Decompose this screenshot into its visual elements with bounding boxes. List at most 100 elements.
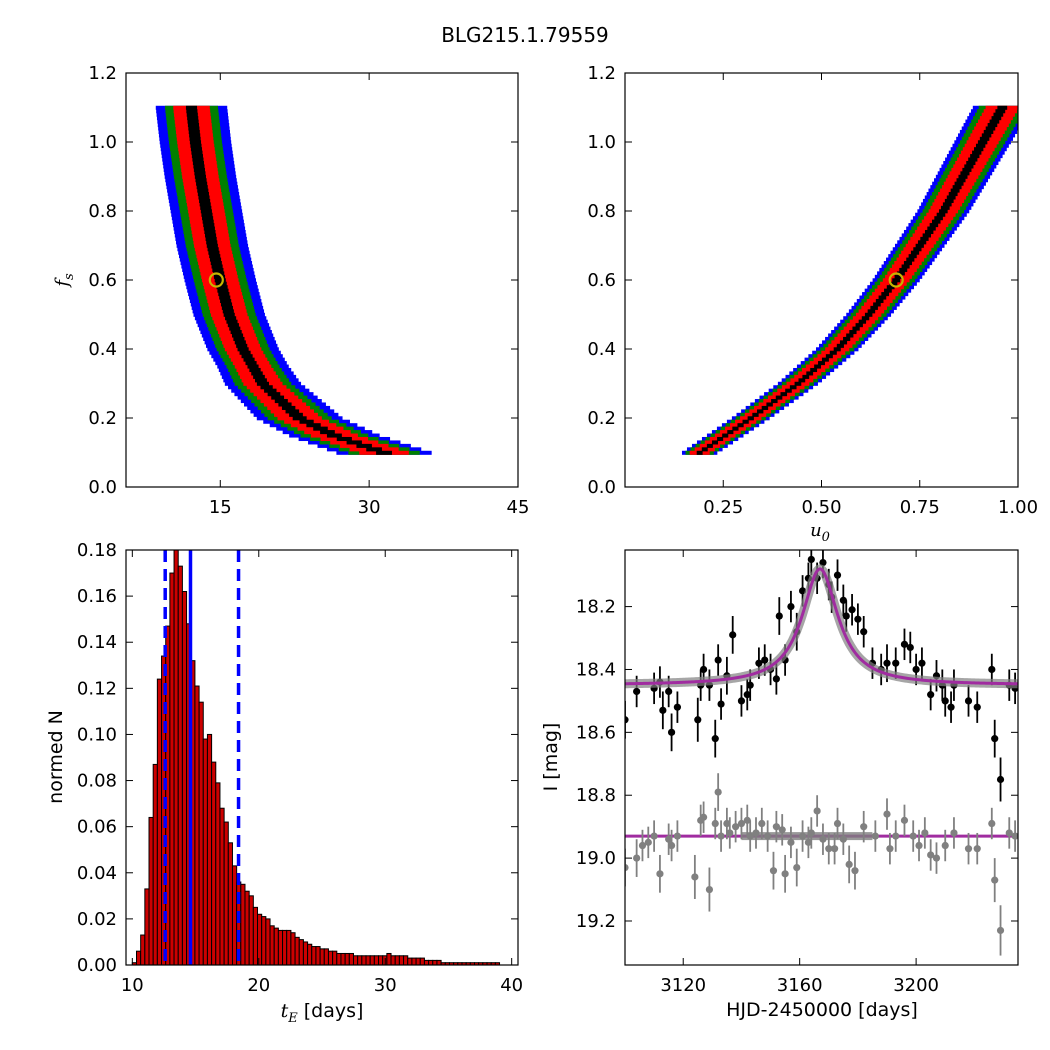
contour-black-cell bbox=[894, 274, 903, 279]
y-tick-label: 19.0 bbox=[576, 848, 616, 869]
contour-black-cell bbox=[191, 150, 203, 155]
contour-black-cell bbox=[211, 264, 223, 269]
contour-black-cell bbox=[818, 361, 825, 366]
contour-black-cell bbox=[193, 164, 205, 169]
contour-black-cell bbox=[913, 247, 922, 252]
contour-black-cell bbox=[858, 319, 867, 324]
contour-black-cell bbox=[192, 157, 204, 162]
photometry-point bbox=[842, 612, 850, 620]
histogram-bar bbox=[432, 959, 438, 965]
contour-black-cell bbox=[958, 174, 968, 179]
contour-black-cell bbox=[197, 188, 209, 193]
photometry-point bbox=[761, 656, 769, 664]
histogram-bar bbox=[135, 950, 142, 965]
contour-black-cell bbox=[742, 419, 749, 424]
histogram-bar bbox=[323, 948, 329, 965]
histogram-bar bbox=[286, 929, 292, 965]
y-tick-label: 0.8 bbox=[88, 201, 117, 222]
photometry-point bbox=[807, 555, 815, 564]
contour-black-cell bbox=[985, 126, 996, 131]
photometry-point bbox=[819, 558, 827, 567]
y-tick-label: 1.2 bbox=[587, 63, 616, 84]
histogram-bar bbox=[177, 565, 183, 965]
contour-black-cell bbox=[204, 233, 217, 238]
contour-black-cell bbox=[285, 409, 300, 414]
residual-point bbox=[667, 841, 676, 850]
contour-black-cell bbox=[306, 423, 321, 428]
axes-ticks: 15 30 45 0.0 0.2 0.4 0.6 0.8 1.0 1.2 bbox=[88, 63, 529, 518]
residual-point bbox=[1011, 832, 1018, 840]
histogram-bar bbox=[257, 913, 263, 965]
residual-point bbox=[691, 873, 699, 881]
histogram-bar bbox=[373, 955, 380, 965]
x-tick-label: 20 bbox=[247, 975, 270, 996]
contour-black-cell bbox=[210, 261, 222, 266]
y-tick-label: 1.2 bbox=[88, 63, 117, 84]
photometry-point bbox=[964, 697, 973, 705]
histogram-bar bbox=[261, 916, 267, 965]
photometry-point bbox=[775, 612, 783, 620]
residual-point bbox=[638, 841, 647, 850]
photometry-point bbox=[941, 697, 949, 705]
histogram-bar bbox=[290, 932, 296, 965]
contour-black-cell bbox=[214, 278, 226, 283]
residual-point bbox=[825, 845, 833, 853]
contour-black-cell bbox=[225, 316, 237, 321]
photometry-point bbox=[737, 697, 746, 705]
contour-black-cell bbox=[711, 440, 719, 445]
y-tick-label: 0.02 bbox=[77, 909, 117, 930]
histogram-bar bbox=[365, 955, 371, 965]
residual-point bbox=[625, 863, 629, 872]
contour-black-cell bbox=[974, 147, 984, 152]
contour-black-cell bbox=[821, 357, 829, 362]
panel-tE-histogram: 10 20 30 40 0.00 0.02 0.04 0.06 0.08 0.10 0.12 0.14… bbox=[45, 540, 523, 1026]
contour-black-cell bbox=[917, 240, 927, 245]
photometry-point bbox=[659, 706, 667, 714]
photometry-point bbox=[988, 665, 996, 674]
photometry-point bbox=[900, 640, 909, 648]
histogram-bar bbox=[273, 927, 279, 965]
residual-point bbox=[711, 819, 719, 828]
residual-point bbox=[650, 832, 658, 840]
histogram-bar bbox=[248, 895, 254, 965]
contour-black-cell bbox=[196, 185, 208, 190]
y-tick-label: 0.4 bbox=[88, 339, 117, 360]
x-tick-label: 40 bbox=[500, 975, 523, 996]
y-axis-label: normed N bbox=[45, 710, 67, 804]
photometry-point bbox=[906, 643, 914, 652]
histogram-bar bbox=[403, 955, 409, 965]
contour-black-cell bbox=[843, 336, 851, 341]
plot-frame bbox=[125, 549, 519, 966]
contour-black-cell bbox=[206, 243, 218, 248]
contour-black-cell bbox=[197, 192, 209, 197]
histogram-bar bbox=[340, 952, 346, 965]
contour-black-cell bbox=[939, 209, 948, 214]
histogram-bar bbox=[211, 761, 217, 965]
contour-black-cell bbox=[775, 395, 783, 400]
histogram-bar bbox=[269, 925, 275, 965]
residual-point bbox=[714, 788, 722, 796]
best-fit-marker bbox=[208, 272, 224, 288]
contour-black-cell bbox=[346, 440, 362, 445]
contour-black-cell bbox=[199, 198, 211, 203]
contour-black-cell bbox=[251, 371, 263, 376]
y-tick-label: 0.4 bbox=[587, 339, 616, 360]
contour-black-cell bbox=[186, 109, 198, 114]
photometry-point bbox=[947, 703, 955, 711]
contour-black-cell bbox=[216, 285, 228, 290]
histogram-bar bbox=[277, 929, 284, 965]
photometry-point bbox=[700, 665, 708, 674]
contour-black-cell bbox=[727, 430, 734, 435]
contour-black-cell bbox=[205, 236, 217, 241]
residual-point bbox=[851, 867, 859, 875]
contour-black-cell bbox=[825, 354, 833, 359]
contour-black-cell bbox=[747, 416, 754, 421]
contour-black-cell bbox=[326, 433, 342, 438]
contour-black-cell bbox=[289, 412, 303, 417]
y-tick-label: 0.18 bbox=[77, 540, 117, 561]
contour-black-cell bbox=[944, 198, 954, 203]
y-tick-label: 19.2 bbox=[576, 911, 616, 932]
contour-black-cell bbox=[873, 302, 881, 307]
residual-point bbox=[950, 829, 958, 837]
